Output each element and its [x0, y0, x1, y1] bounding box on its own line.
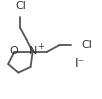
Text: Cl: Cl	[82, 40, 93, 50]
Text: I⁻: I⁻	[74, 57, 85, 70]
Text: Cl: Cl	[15, 1, 26, 11]
Text: O: O	[9, 46, 18, 56]
Text: N: N	[28, 46, 37, 56]
Text: +: +	[37, 42, 44, 51]
